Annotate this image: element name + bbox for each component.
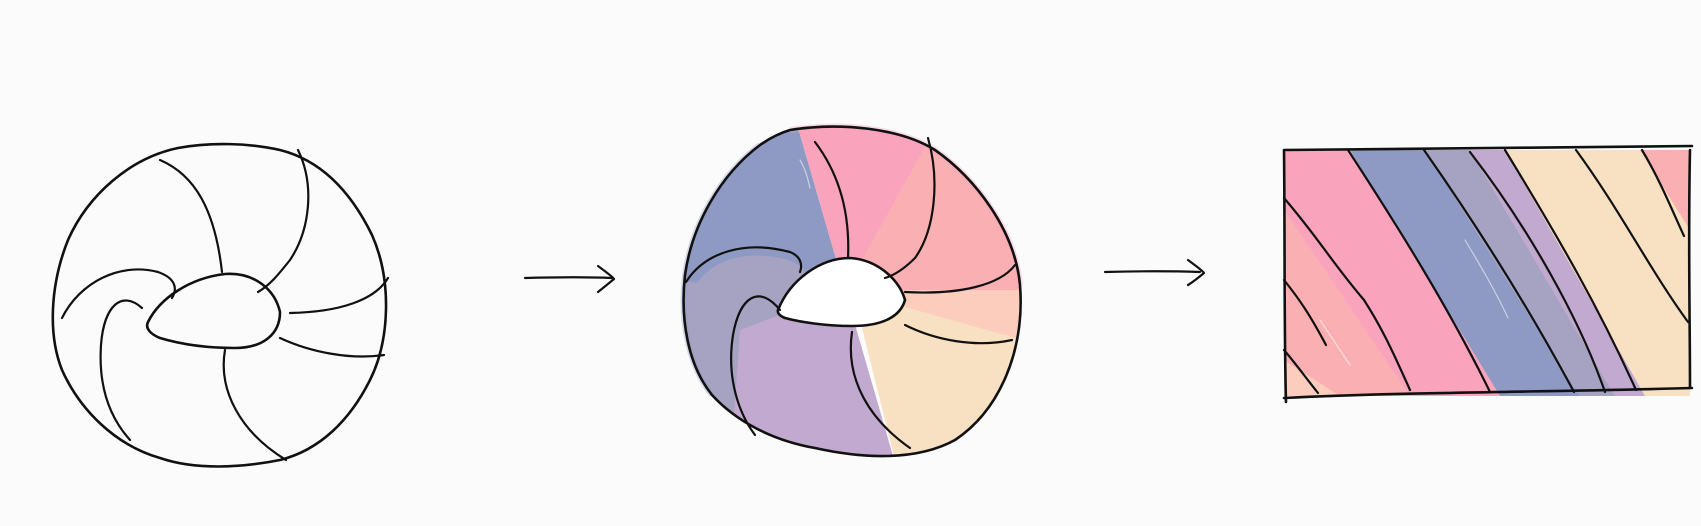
strip-line — [1282, 278, 1328, 347]
colored-seam — [903, 263, 1017, 294]
outline-torus — [51, 142, 390, 468]
strip-line — [1422, 148, 1576, 394]
unwrapped-strip — [1282, 144, 1694, 404]
colored-torus — [680, 123, 1023, 458]
colored-seam — [684, 246, 803, 284]
strip-band-salmon — [1284, 150, 1410, 396]
strip-band-gray-violet — [1425, 150, 1615, 396]
outline-torus-hole — [145, 272, 282, 350]
strip-line — [1503, 148, 1638, 392]
strip-line — [1468, 150, 1607, 394]
outline-seam — [288, 276, 390, 315]
colored-torus-hole — [776, 256, 907, 328]
arrow-to-unwrapped-strip — [1103, 258, 1206, 287]
outline-seam — [278, 336, 386, 358]
torus-inner-gray — [690, 255, 809, 300]
outline-torus-rim — [51, 142, 388, 468]
strip-line — [1640, 148, 1686, 238]
strip-line — [1574, 148, 1690, 324]
outline-seam — [158, 158, 224, 274]
strip-line — [1346, 148, 1492, 394]
arrow-head — [1186, 258, 1206, 287]
colored-seam — [849, 330, 912, 450]
colored-seam — [730, 295, 782, 437]
outline-seam — [60, 268, 176, 320]
colored-torus-rim — [682, 125, 1022, 458]
strip-band-blue — [1350, 150, 1580, 396]
torus-segment-pink — [790, 126, 940, 290]
strip-band-peach — [1505, 150, 1690, 396]
strip-band-pink — [1284, 150, 1500, 396]
strip-line — [1282, 348, 1320, 395]
strip-line — [1282, 196, 1412, 392]
outline-seam — [256, 148, 310, 294]
colored-seam — [813, 140, 850, 260]
arrow-to-colored-torus — [523, 264, 616, 294]
colored-seam — [883, 136, 936, 280]
outline-seam — [99, 299, 144, 442]
outline-seam — [222, 348, 288, 462]
colored-seam — [903, 323, 1014, 345]
strip-band-lavender — [1470, 150, 1645, 396]
unwrapped-strip-border — [1282, 144, 1694, 404]
